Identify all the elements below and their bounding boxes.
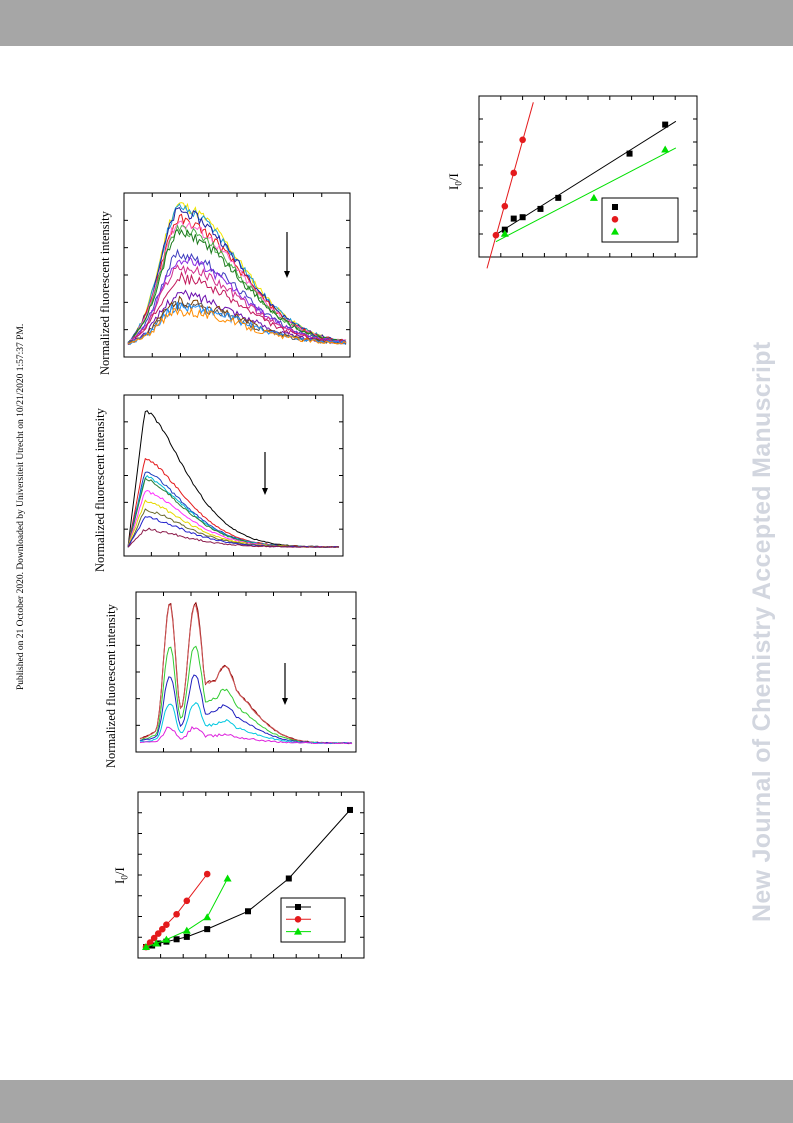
stern-volmer-1-point [183, 933, 190, 940]
stern-volmer-1-point [182, 926, 191, 934]
stern-volmer-2-point [589, 193, 598, 201]
spectrum-1-series-15 [127, 301, 347, 345]
stern-volmer-2-point [661, 145, 670, 153]
stern-volmer-2-fit-2 [486, 102, 534, 269]
stern-volmer-2-fit-3 [495, 147, 677, 243]
stern-volmer-1-point [204, 926, 211, 933]
stern-volmer-2-point [519, 136, 526, 144]
spectrum-3-series-6 [139, 725, 353, 745]
spectrum-1-series-4 [127, 213, 347, 345]
stern-volmer-2-point [537, 205, 544, 212]
stern-volmer-2-axes [478, 95, 698, 258]
stern-volmer-2-fit-1 [495, 120, 677, 235]
stern-volmer-1-point [162, 935, 171, 943]
spectrum-2-series-4 [127, 474, 340, 548]
stern-volmer-1-legend-marker [294, 927, 302, 935]
stern-volmer-2-point [492, 231, 500, 239]
spectrum-2-series-2 [127, 457, 340, 548]
stern-volmer-1-point [203, 870, 211, 878]
stern-volmer-2-legend-marker [612, 204, 618, 210]
spectrum-1-arrow-head [284, 271, 290, 278]
stern-volmer-1-point [173, 936, 180, 943]
stern-volmer-2-point [501, 226, 508, 233]
stern-volmer-2-point [555, 194, 562, 201]
spectrum-3-axes [135, 591, 357, 753]
stern-volmer-1-point [347, 806, 353, 813]
spectrum-3-series-5 [139, 702, 353, 745]
stern-volmer-1-point [152, 939, 161, 947]
stern-volmer-1-point [142, 943, 150, 951]
bottom-band [0, 1080, 793, 1123]
spectrum-2-series-7 [127, 499, 340, 548]
stern-volmer-1-point [154, 930, 162, 937]
spectrum-1-series-7 [127, 229, 347, 344]
stern-volmer-1-point [183, 897, 191, 905]
spectrum-2-series-10 [127, 527, 340, 548]
stern-volmer-2-point [500, 229, 509, 237]
stern-volmer-1-point [163, 921, 170, 928]
stern-volmer-1-point [150, 934, 158, 942]
spectrum-3-series-4 [139, 674, 353, 745]
spectrum-2-arrow-head [262, 488, 268, 495]
top-band [0, 0, 793, 46]
spectrum-3-arrow-head [282, 698, 288, 705]
stern-volmer-1-point [203, 913, 212, 921]
spectrum-2-axes [123, 394, 344, 557]
stern-volmer-1-point [146, 939, 154, 946]
spectrum-2-series-6 [127, 489, 339, 548]
spectrum-1-axes [123, 192, 351, 358]
spectrum-1-series-5 [127, 220, 347, 345]
stern-volmer-1-point [285, 875, 292, 882]
stern-volmer-1-point [173, 910, 180, 918]
spectrum-1-series-3 [127, 206, 347, 344]
stern-volmer-2-point [662, 121, 669, 128]
stern-volmer-1-point [159, 925, 166, 933]
stern-volmer-1-point [245, 908, 251, 915]
spectrum-1-series-12 [127, 289, 347, 345]
stern-volmer-1-legend-marker [294, 916, 302, 923]
stern-volmer-2-point [501, 202, 509, 210]
stern-volmer-1-axes [137, 791, 365, 959]
stern-volmer-1-legend-box [280, 897, 346, 943]
stern-volmer-1-point [149, 942, 156, 949]
stern-volmer-2-point [510, 215, 517, 222]
stern-volmer-2-point [519, 214, 526, 221]
spectrum-1-series-16 [127, 307, 347, 345]
stern-volmer-2-point [510, 169, 518, 177]
stern-volmer-1-legend-marker [295, 904, 301, 910]
stern-volmer-2-legend-marker [611, 227, 619, 235]
stern-volmer-2-legend-marker [611, 216, 619, 223]
spectrum-1-series-6 [127, 224, 347, 344]
stern-volmer-1-point [223, 874, 232, 882]
spectrum-1-series-9 [127, 256, 347, 345]
stern-volmer-2-point [626, 150, 633, 157]
